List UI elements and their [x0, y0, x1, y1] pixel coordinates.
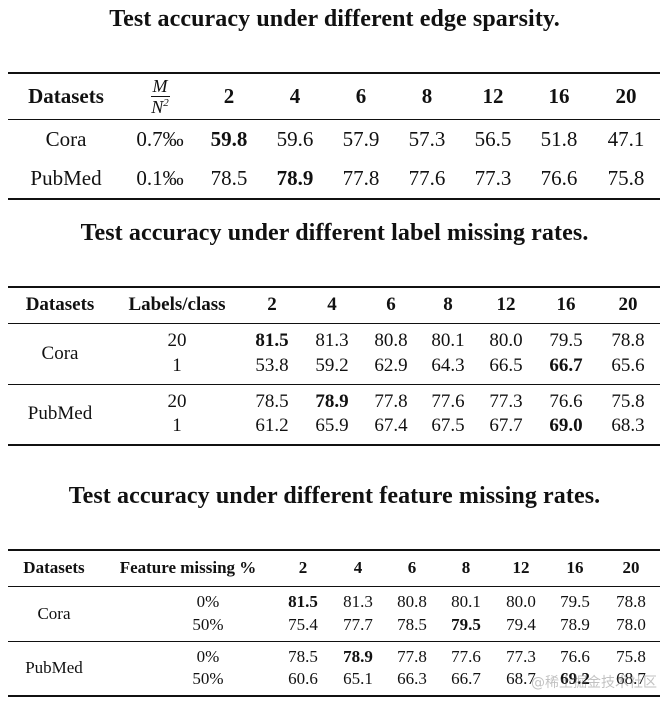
table3-header-col: 8 — [438, 550, 494, 587]
table1-header-col: 6 — [328, 73, 394, 120]
accuracy-cell: 77.6 66.7 — [438, 640, 494, 696]
table2-header-col: 12 — [476, 287, 536, 324]
dataset-name: PubMed — [8, 383, 112, 445]
accuracy-cell: 80.0 66.5 — [489, 329, 523, 376]
edge-ratio-fraction: M N2 — [150, 75, 170, 117]
accuracy-cell: 81.3 77.7 — [343, 592, 373, 634]
table-row: Cora 0% 50% 81.5 75.4 81.3 77.7 80.8 78.5 80… — [8, 586, 660, 641]
table3-header-row: Datasets Feature missing % 2 4 6 8 12 16… — [8, 550, 660, 587]
table-row: PubMed 20 1 78.5 61.2 78.9 65.9 77.8 67.4 77… — [8, 383, 660, 445]
table3-header-col: 6 — [386, 550, 438, 587]
table1-header-row: Datasets M N2 2 4 6 8 12 16 20 — [8, 73, 660, 120]
accuracy-cell: 77.3 — [474, 166, 512, 190]
accuracy-cell: 76.6 69.2 — [548, 640, 602, 696]
accuracy-cell: 78.8 78.0 — [616, 592, 646, 634]
accuracy-cell: 81.5 53.8 — [255, 329, 289, 376]
table3-caption: Test accuracy under different feature mi… — [68, 483, 601, 509]
table2-header-col: 20 — [596, 287, 660, 324]
accuracy-cell: 78.9 — [276, 166, 314, 190]
param-cell: 0% 50% — [100, 640, 276, 696]
accuracy-cell: 80.1 79.5 — [451, 592, 481, 634]
accuracy-cell: 75.8 68.3 — [596, 383, 660, 445]
table1-header-datasets: Datasets — [8, 73, 124, 120]
table-row: Cora 20 1 81.5 53.8 81.3 59.2 80.8 62.9 80.1… — [8, 323, 660, 384]
table3-header-col: 16 — [548, 550, 602, 587]
accuracy-cell: 77.8 — [342, 166, 380, 190]
feature-missing-table: Datasets Feature missing % 2 4 6 8 12 16… — [8, 549, 660, 697]
accuracy-cell: 79.5 66.7 — [549, 329, 583, 376]
dataset-name: Cora — [37, 603, 71, 623]
accuracy-cell: 76.6 — [540, 166, 578, 190]
accuracy-cell: 80.8 62.9 — [374, 329, 408, 376]
accuracy-cell: 77.3 67.7 — [476, 383, 536, 445]
accuracy-cell: 78.5 61.2 — [242, 383, 302, 445]
accuracy-cell: 57.3 — [408, 126, 446, 151]
table1-header-col: 8 — [394, 73, 460, 120]
table3-header-param: Feature missing % — [100, 550, 276, 587]
dataset-name: PubMed — [30, 166, 102, 190]
dataset-name: PubMed — [8, 640, 100, 696]
accuracy-cell: 81.5 75.4 — [288, 592, 318, 634]
edge-ratio-value: 0.7‰ — [136, 126, 184, 151]
table3-header-col: 4 — [330, 550, 386, 587]
table-row: PubMed 0.1‰ 78.5 78.9 77.8 77.6 77.3 76.… — [8, 159, 660, 199]
accuracy-cell: 78.5 60.6 — [276, 640, 330, 696]
table1-header-ratio: M N2 — [124, 73, 196, 120]
accuracy-cell: 77.8 66.3 — [386, 640, 438, 696]
accuracy-cell: 79.5 78.9 — [560, 592, 590, 634]
accuracy-cell: 80.1 64.3 — [431, 329, 465, 376]
accuracy-cell: 77.6 — [408, 166, 446, 190]
table3-header-col: 12 — [494, 550, 548, 587]
table2-header-col: 6 — [362, 287, 420, 324]
param-cell: 20 1 — [112, 383, 242, 445]
accuracy-cell: 59.8 — [210, 126, 248, 151]
table1-caption: Test accuracy under different edge spars… — [109, 6, 560, 32]
accuracy-cell: 75.8 68.7 — [602, 640, 660, 696]
accuracy-cell: 57.9 — [342, 126, 380, 151]
table2-caption: Test accuracy under different label miss… — [80, 220, 589, 246]
param-cell: 0% 50% — [192, 592, 224, 634]
edge-sparsity-table: Datasets M N2 2 4 6 8 12 16 20 Cora 0.7‰… — [8, 72, 660, 200]
table1-header-col: 2 — [196, 73, 262, 120]
table2-header-datasets: Datasets — [8, 287, 112, 324]
dataset-name: Cora — [45, 126, 87, 151]
table3-header-col: 20 — [602, 550, 660, 587]
table3-header-datasets: Datasets — [8, 550, 100, 587]
accuracy-cell: 75.8 — [607, 166, 645, 190]
table1-header-col: 16 — [526, 73, 592, 120]
table2-header-row: Datasets Labels/class 2 4 6 8 12 16 20 — [8, 287, 660, 324]
accuracy-cell: 59.6 — [276, 126, 314, 151]
edge-ratio-value: 0.1‰ — [136, 166, 184, 190]
accuracy-cell: 78.5 — [210, 166, 248, 190]
accuracy-cell: 56.5 — [474, 126, 512, 151]
accuracy-cell: 80.8 78.5 — [397, 592, 427, 634]
param-cell: 20 1 — [167, 329, 187, 376]
table3-header-col: 2 — [276, 550, 330, 587]
table2-header-col: 2 — [242, 287, 302, 324]
table2-header-param: Labels/class — [112, 287, 242, 324]
accuracy-cell: 78.9 65.9 — [302, 383, 362, 445]
accuracy-cell: 81.3 59.2 — [315, 329, 349, 376]
accuracy-cell: 77.8 67.4 — [362, 383, 420, 445]
accuracy-cell: 78.8 65.6 — [611, 329, 645, 376]
accuracy-cell: 47.1 — [607, 126, 645, 151]
table2-header-col: 16 — [536, 287, 596, 324]
table-row: Cora 0.7‰ 59.8 59.6 57.9 57.3 56.5 51.8 … — [8, 119, 660, 159]
dataset-name: Cora — [41, 342, 79, 364]
table1-header-col: 4 — [262, 73, 328, 120]
table2-header-col: 4 — [302, 287, 362, 324]
accuracy-cell: 80.0 79.4 — [506, 592, 536, 634]
label-missing-table: Datasets Labels/class 2 4 6 8 12 16 20 C… — [8, 286, 660, 446]
accuracy-cell: 76.6 69.0 — [536, 383, 596, 445]
table2-header-col: 8 — [420, 287, 476, 324]
accuracy-cell: 51.8 — [540, 126, 578, 151]
table-row: PubMed 0% 50% 78.5 60.6 78.9 65.1 77.8 66.3 … — [8, 640, 660, 696]
table1-header-col: 12 — [460, 73, 526, 120]
accuracy-cell: 78.9 65.1 — [330, 640, 386, 696]
accuracy-cell: 77.6 67.5 — [420, 383, 476, 445]
accuracy-cell: 77.3 68.7 — [494, 640, 548, 696]
table1-header-col: 20 — [592, 73, 660, 120]
